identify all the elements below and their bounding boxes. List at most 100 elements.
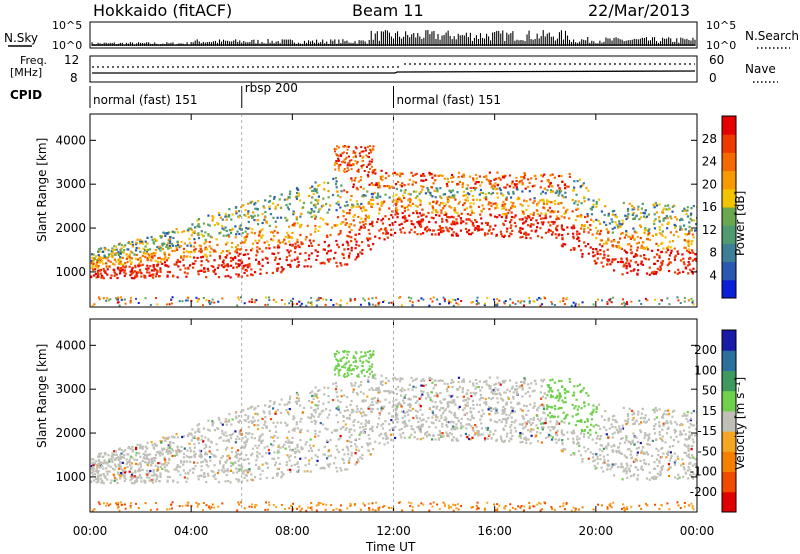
power-cell: [352, 150, 355, 153]
power-cell: [268, 299, 271, 302]
velocity-cell: [187, 433, 190, 437]
velocity-cell: [130, 462, 134, 465]
power-cell: [213, 249, 216, 252]
power-cell: [360, 226, 363, 229]
power-cell: [655, 271, 658, 274]
power-cell: [510, 201, 513, 204]
velocity-cell: [106, 473, 109, 476]
power-cell: [393, 171, 396, 174]
velocity-cell: [624, 419, 627, 422]
velocity-cell: [360, 422, 363, 425]
power-cell: [399, 198, 403, 201]
power-cell: [311, 185, 314, 188]
power-cell: [247, 216, 250, 219]
power-cell: [123, 266, 127, 269]
power-cell: [595, 202, 598, 206]
velocity-cell: [510, 411, 513, 415]
power-cell: [670, 217, 673, 220]
power-cell: [489, 180, 492, 183]
velocity-cell: [474, 378, 478, 382]
power-cell: [654, 298, 657, 301]
power-cell: [592, 303, 595, 306]
power-cell: [573, 248, 576, 251]
velocity-cell: [694, 462, 697, 465]
velocity-cell: [438, 419, 441, 422]
velocity-cell: [154, 453, 158, 457]
velocity-cell: [689, 473, 692, 476]
velocity-cell: [198, 449, 201, 452]
velocity-cell: [454, 414, 457, 417]
power-cell: [521, 209, 524, 213]
velocity-cell: [259, 434, 263, 437]
power-cell: [639, 236, 642, 240]
power-cell: [659, 265, 662, 268]
power-cell: [683, 296, 686, 299]
velocity-cell: [518, 435, 521, 438]
power-cell: [222, 266, 226, 269]
velocity-cell: [406, 410, 409, 414]
power-cell: [194, 247, 197, 251]
power-cell: [93, 303, 96, 306]
power-cell: [235, 233, 238, 236]
power-cell: [197, 237, 201, 240]
power-cell: [264, 256, 268, 259]
velocity-cell: [527, 383, 530, 386]
power-cell: [533, 200, 536, 203]
power-cell: [225, 218, 228, 221]
velocity-cell: [512, 397, 515, 400]
power-cell: [358, 152, 361, 155]
power-cell: [168, 240, 172, 243]
velocity-cell: [153, 459, 156, 462]
velocity-cell: [237, 468, 240, 471]
power-cell: [289, 265, 292, 268]
power-cell: [337, 246, 340, 249]
velocity-cell: [254, 406, 257, 410]
velocity-cell: [299, 431, 302, 434]
power-cell: [682, 261, 685, 264]
power-cell: [264, 216, 267, 219]
velocity-cell: [557, 379, 561, 383]
velocity-cell: [595, 407, 598, 411]
power-cell: [574, 218, 577, 222]
velocity-cell: [251, 447, 255, 450]
velocity-cell: [138, 473, 142, 477]
velocity-cell: [455, 439, 458, 442]
velocity-cell: [450, 420, 453, 423]
power-cell: [390, 228, 393, 231]
velocity-cell: [111, 461, 114, 464]
power-cell: [107, 253, 111, 256]
velocity-cell: [119, 457, 123, 460]
power-cell: [601, 245, 604, 248]
power-cell: [629, 259, 632, 262]
power-cell: [414, 190, 418, 193]
velocity-cell: [475, 432, 478, 435]
velocity-cell: [189, 432, 193, 435]
power-cell: [323, 240, 326, 244]
power-cell: [681, 209, 684, 212]
velocity-cell: [246, 468, 249, 471]
power-cell: [620, 223, 623, 226]
power-cell: [407, 192, 410, 196]
power-cell: [383, 228, 387, 231]
power-cell: [457, 214, 460, 217]
power-cell: [318, 225, 321, 228]
velocity-cell: [384, 420, 387, 423]
velocity-cell: [613, 463, 616, 466]
velocity-cell: [482, 412, 485, 415]
power-cell: [125, 257, 128, 260]
power-cell: [457, 303, 460, 306]
power-cell: [183, 242, 186, 245]
velocity-cell: [314, 432, 317, 435]
power-cell: [575, 208, 578, 211]
power-cell: [496, 206, 499, 209]
power-cell: [414, 204, 417, 207]
power-cell: [131, 251, 134, 254]
velocity-cell: [193, 436, 196, 440]
power-cell: [424, 228, 427, 231]
power-cell: [432, 200, 435, 204]
velocity-cell: [257, 439, 261, 442]
velocity-cell: [231, 463, 235, 466]
power-cell: [544, 192, 547, 195]
power-cell: [486, 232, 489, 235]
velocity-cell: [248, 468, 251, 471]
